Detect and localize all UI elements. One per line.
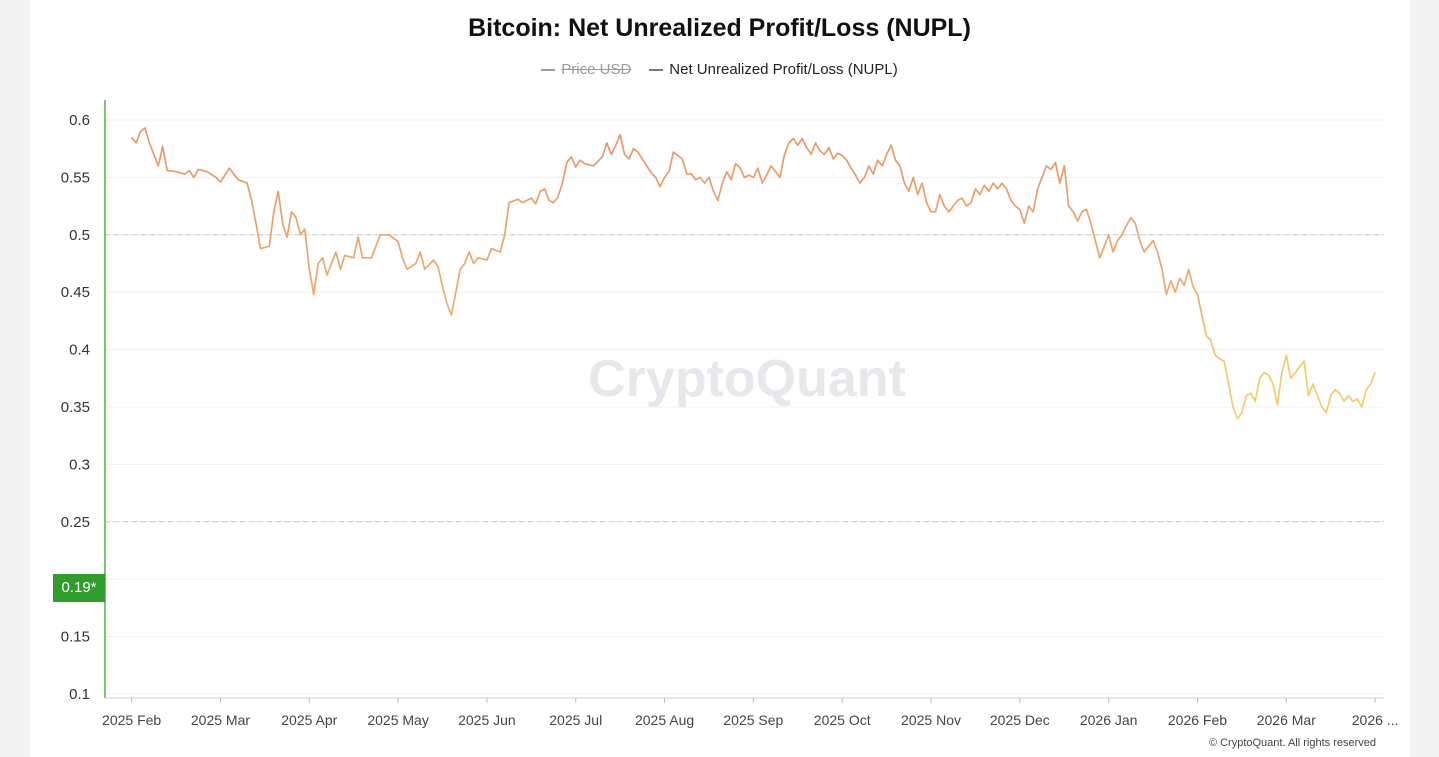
current-value-badge: 0.19* — [53, 574, 105, 602]
x-tick-label: 2025 Aug — [635, 712, 694, 728]
y-tick-label: 0.15 — [61, 629, 90, 646]
y-tick-label: 0.35 — [61, 399, 90, 416]
watermark: CryptoQuant — [588, 350, 906, 408]
chart-legend: Price USD Net Unrealized Profit/Loss (NU… — [0, 61, 1439, 78]
y-tick-label: 0.45 — [61, 284, 90, 301]
legend-label-nupl: Net Unrealized Profit/Loss (NUPL) — [669, 61, 898, 78]
x-tick-label: 2026 Mar — [1257, 712, 1316, 728]
x-tick-label: 2025 Mar — [191, 712, 250, 728]
chart-card — [30, 0, 1410, 757]
x-tick-label: 2025 Oct — [814, 712, 871, 728]
x-tick-label: 2025 Apr — [281, 712, 337, 728]
y-tick-label: 0.3 — [69, 456, 90, 473]
y-tick-label: 0.25 — [61, 514, 90, 531]
x-tick-label: 2025 Jun — [458, 712, 516, 728]
legend-item-price[interactable]: Price USD — [541, 61, 631, 78]
x-tick-label: 2025 Jul — [549, 712, 602, 728]
y-tick-label: 0.5 — [69, 227, 90, 244]
x-tick-label: 2025 May — [367, 712, 428, 728]
y-tick-label: 0.6 — [69, 112, 90, 129]
x-tick-label: 2026 ... — [1352, 712, 1399, 728]
y-tick-label: 0.1 — [69, 686, 90, 703]
copyright-notice: © CryptoQuant. All rights reserved — [1208, 737, 1376, 749]
y-tick-label: 0.4 — [69, 342, 90, 359]
x-tick-label: 2025 Nov — [901, 712, 961, 728]
x-tick-label: 2026 Jan — [1080, 712, 1138, 728]
legend-swatch-nupl — [649, 68, 664, 71]
legend-label-price: Price USD — [561, 61, 632, 78]
nupl-series-line[interactable] — [130, 127, 1376, 420]
x-tick-label: 2025 Dec — [990, 712, 1050, 728]
x-tick-label: 2025 Feb — [102, 712, 161, 728]
legend-item-nupl[interactable]: Net Unrealized Profit/Loss (NUPL) — [649, 61, 898, 78]
legend-swatch-price — [541, 68, 556, 71]
chart-title: Bitcoin: Net Unrealized Profit/Loss (NUP… — [468, 14, 971, 42]
y-tick-label: 0.55 — [61, 169, 90, 186]
x-tick-label: 2025 Sep — [723, 712, 783, 728]
x-tick-label: 2026 Feb — [1168, 712, 1227, 728]
